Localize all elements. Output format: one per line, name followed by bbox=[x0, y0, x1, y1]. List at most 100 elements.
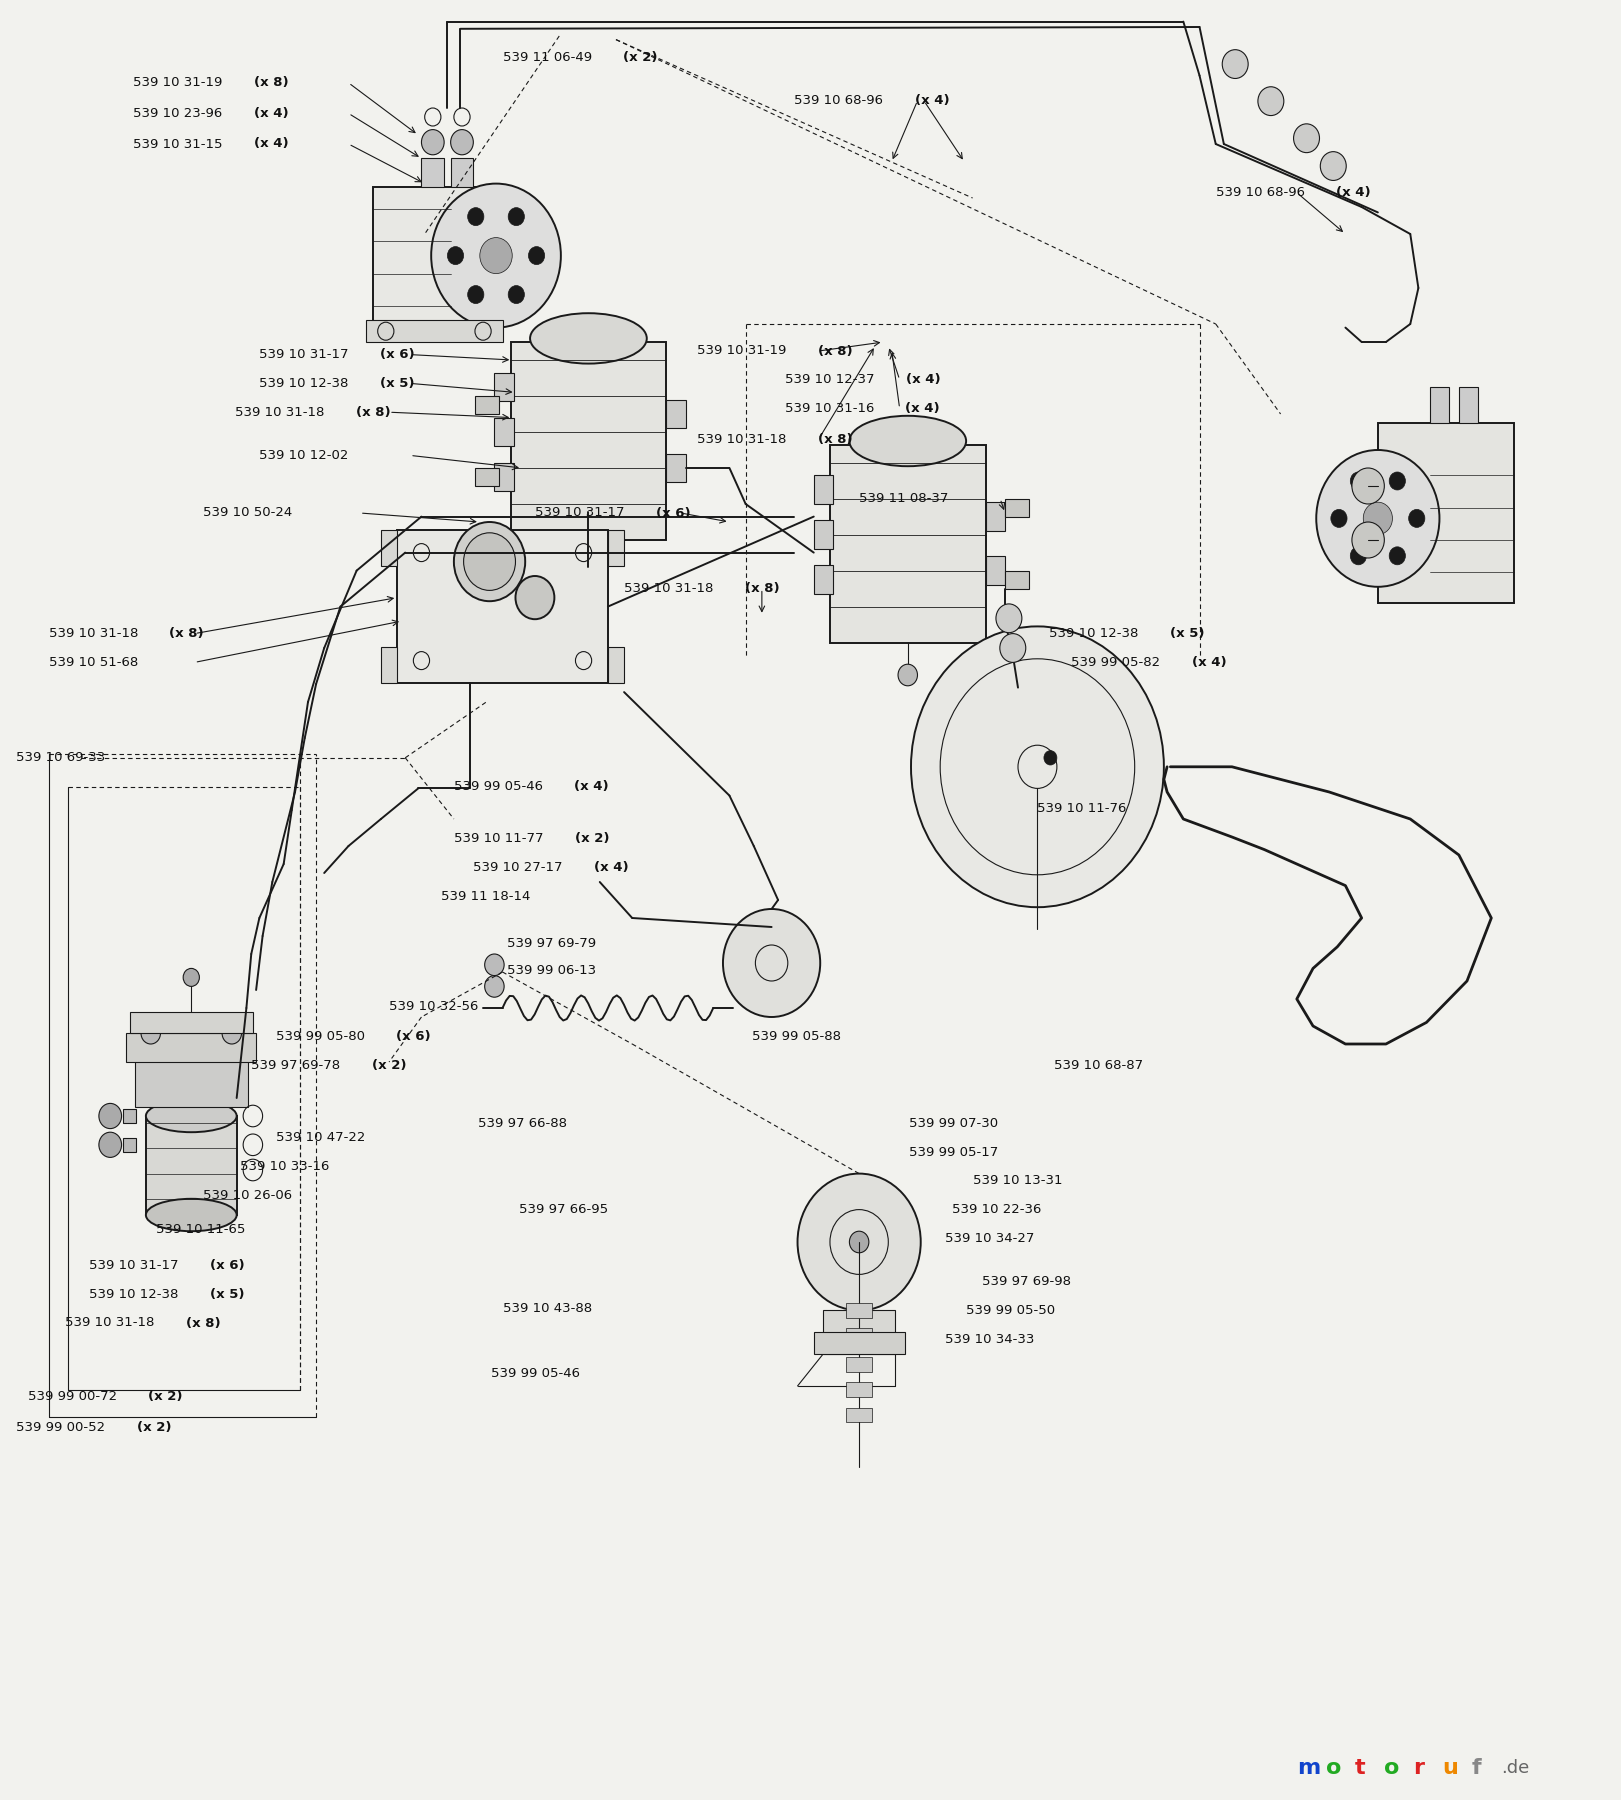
Text: 539 99 05-17: 539 99 05-17 bbox=[909, 1145, 999, 1159]
Text: o: o bbox=[1326, 1757, 1341, 1778]
Text: 539 99 06-13: 539 99 06-13 bbox=[507, 963, 597, 977]
Text: 539 99 05-50: 539 99 05-50 bbox=[966, 1303, 1055, 1318]
Bar bbox=[846, 1328, 872, 1343]
Text: (x 8): (x 8) bbox=[746, 581, 780, 596]
Text: (x 8): (x 8) bbox=[170, 626, 204, 641]
Bar bbox=[846, 1408, 872, 1422]
Circle shape bbox=[911, 626, 1164, 907]
Text: 539 99 05-80: 539 99 05-80 bbox=[276, 1030, 370, 1044]
Text: 539 10 12-37: 539 10 12-37 bbox=[785, 373, 879, 387]
Text: (x 4): (x 4) bbox=[253, 106, 289, 121]
Circle shape bbox=[1294, 124, 1319, 153]
Bar bbox=[986, 502, 1005, 531]
Text: u: u bbox=[1443, 1757, 1459, 1778]
Text: (x 4): (x 4) bbox=[1336, 185, 1371, 200]
Circle shape bbox=[798, 1174, 921, 1310]
Text: 539 11 08-37: 539 11 08-37 bbox=[859, 491, 948, 506]
Text: 539 10 12-38: 539 10 12-38 bbox=[1049, 626, 1143, 641]
Circle shape bbox=[509, 286, 525, 304]
Text: 539 99 05-46: 539 99 05-46 bbox=[454, 779, 548, 794]
Circle shape bbox=[1044, 751, 1057, 765]
Bar bbox=[494, 418, 514, 446]
Text: 539 97 66-88: 539 97 66-88 bbox=[478, 1116, 567, 1130]
Bar bbox=[1005, 499, 1029, 517]
Circle shape bbox=[431, 184, 561, 328]
Ellipse shape bbox=[146, 1199, 237, 1231]
Bar bbox=[608, 646, 624, 682]
Text: 539 10 31-18: 539 10 31-18 bbox=[697, 432, 791, 446]
Circle shape bbox=[579, 562, 598, 583]
Bar bbox=[1005, 571, 1029, 589]
Text: 539 97 69-98: 539 97 69-98 bbox=[982, 1274, 1071, 1289]
Bar bbox=[511, 342, 666, 540]
Circle shape bbox=[1000, 634, 1026, 662]
Text: 539 10 31-19: 539 10 31-19 bbox=[133, 76, 227, 90]
Circle shape bbox=[1258, 86, 1284, 115]
Text: 539 99 00-52: 539 99 00-52 bbox=[16, 1420, 110, 1435]
Text: 539 10 23-96: 539 10 23-96 bbox=[133, 106, 227, 121]
Text: (x 2): (x 2) bbox=[575, 832, 609, 846]
Circle shape bbox=[1319, 151, 1347, 180]
Circle shape bbox=[454, 522, 525, 601]
Text: 539 10 31-18: 539 10 31-18 bbox=[65, 1316, 159, 1330]
Bar bbox=[135, 1053, 248, 1107]
Bar bbox=[475, 468, 499, 486]
Text: 539 99 00-72: 539 99 00-72 bbox=[28, 1390, 122, 1404]
Text: 539 10 31-17: 539 10 31-17 bbox=[535, 506, 629, 520]
Circle shape bbox=[898, 664, 917, 686]
Text: 539 10 31-19: 539 10 31-19 bbox=[697, 344, 791, 358]
Text: 539 10 22-36: 539 10 22-36 bbox=[952, 1202, 1041, 1217]
Circle shape bbox=[1350, 472, 1367, 490]
Bar bbox=[666, 400, 686, 428]
Bar bbox=[608, 529, 624, 565]
Text: 539 10 31-17: 539 10 31-17 bbox=[259, 347, 353, 362]
Circle shape bbox=[480, 238, 512, 274]
Text: (x 8): (x 8) bbox=[819, 432, 853, 446]
Circle shape bbox=[1316, 450, 1439, 587]
Text: 539 10 11-65: 539 10 11-65 bbox=[156, 1222, 245, 1237]
Text: (x 4): (x 4) bbox=[595, 860, 629, 875]
Text: (x 6): (x 6) bbox=[381, 347, 415, 362]
Circle shape bbox=[1389, 547, 1405, 565]
Text: (x 8): (x 8) bbox=[357, 405, 391, 419]
Text: 539 10 31-17: 539 10 31-17 bbox=[89, 1258, 183, 1273]
Text: 539 10 12-38: 539 10 12-38 bbox=[259, 376, 353, 391]
Text: 539 10 12-38: 539 10 12-38 bbox=[89, 1287, 183, 1301]
Circle shape bbox=[141, 1022, 160, 1044]
Text: (x 6): (x 6) bbox=[657, 506, 691, 520]
Text: 539 10 43-88: 539 10 43-88 bbox=[503, 1301, 592, 1316]
Bar bbox=[373, 187, 496, 328]
Bar bbox=[123, 1138, 136, 1152]
Text: 539 10 69-33: 539 10 69-33 bbox=[16, 751, 105, 765]
Text: (x 4): (x 4) bbox=[906, 401, 940, 416]
Ellipse shape bbox=[146, 1100, 237, 1132]
Bar bbox=[494, 373, 514, 401]
Text: (x 4): (x 4) bbox=[254, 137, 289, 151]
Text: 539 10 34-27: 539 10 34-27 bbox=[945, 1231, 1034, 1246]
Bar bbox=[814, 565, 833, 594]
Text: 539 97 66-95: 539 97 66-95 bbox=[519, 1202, 608, 1217]
Text: 539 10 33-16: 539 10 33-16 bbox=[240, 1159, 329, 1174]
Text: 539 10 11-76: 539 10 11-76 bbox=[1037, 801, 1127, 815]
Circle shape bbox=[421, 130, 444, 155]
Circle shape bbox=[723, 909, 820, 1017]
Circle shape bbox=[467, 286, 483, 304]
Text: 539 10 31-18: 539 10 31-18 bbox=[624, 581, 718, 596]
Bar bbox=[814, 475, 833, 504]
Bar bbox=[451, 158, 473, 187]
Text: (x 2): (x 2) bbox=[136, 1420, 172, 1435]
Text: 539 10 13-31: 539 10 13-31 bbox=[973, 1174, 1062, 1188]
Text: (x 6): (x 6) bbox=[211, 1258, 245, 1273]
Text: 539 99 07-30: 539 99 07-30 bbox=[909, 1116, 999, 1130]
Text: 539 10 31-18: 539 10 31-18 bbox=[49, 626, 143, 641]
Text: 539 10 34-33: 539 10 34-33 bbox=[945, 1332, 1034, 1346]
Circle shape bbox=[1363, 502, 1392, 535]
Text: 539 97 69-78: 539 97 69-78 bbox=[251, 1058, 345, 1073]
Circle shape bbox=[1352, 522, 1384, 558]
Circle shape bbox=[447, 247, 464, 265]
Circle shape bbox=[1352, 468, 1384, 504]
Bar bbox=[846, 1382, 872, 1397]
Text: 539 10 68-96: 539 10 68-96 bbox=[794, 94, 888, 108]
Text: (x 5): (x 5) bbox=[381, 376, 415, 391]
Text: 539 10 32-56: 539 10 32-56 bbox=[389, 999, 478, 1013]
